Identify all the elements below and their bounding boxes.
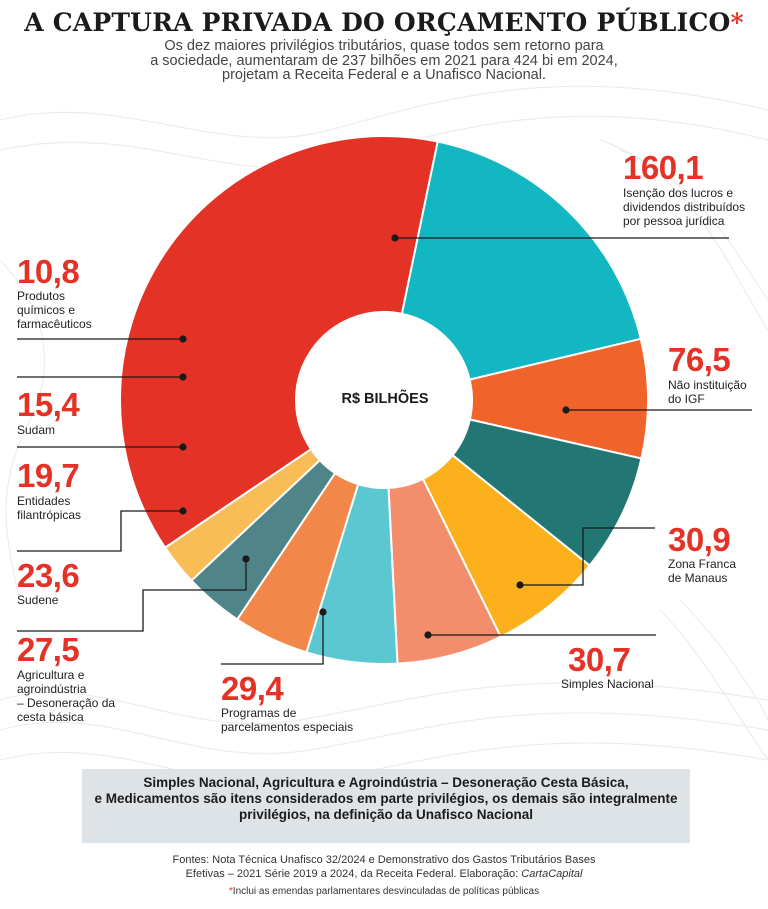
slice-value-label: 30,7 (568, 641, 631, 678)
slice-value-label: 30,9 (668, 521, 731, 558)
leader-line (221, 612, 324, 665)
leader-dot (179, 507, 187, 515)
donut-hole (296, 312, 472, 488)
slice-value-label: 27,5 (17, 631, 80, 668)
sources-line: Fontes: Nota Técnica Unafisco 32/2024 e … (172, 854, 596, 866)
label-line: de Manaus (668, 571, 728, 585)
label-line: químicos e (17, 303, 76, 317)
label-line: filantrópicas (17, 508, 82, 522)
label-line: parcelamentos especiais (221, 720, 354, 734)
note-line: e Medicamentos são itens considerados em… (94, 791, 678, 806)
leader-dot (391, 234, 399, 242)
footnote: *Inclui as emendas parlamentares desvinc… (228, 886, 540, 897)
leader-line (520, 527, 655, 586)
label-line: agroindústria (17, 682, 87, 696)
sources: Fontes: Nota Técnica Unafisco 32/2024 e … (120, 853, 648, 881)
leader-dot (179, 373, 187, 381)
label-line: cesta básica (17, 710, 84, 724)
label-line: Agricultura e (17, 668, 85, 682)
slice-value-label: 29,4 (221, 670, 284, 707)
subtitle-line: a sociedade, aumentaram de 237 bilhões e… (150, 52, 618, 69)
label-line: – Desoneração da (17, 696, 116, 710)
label-line: Zona Franca (668, 557, 737, 571)
sources-credit: CartaCapital (521, 868, 583, 880)
label-line: Programas de (221, 706, 297, 720)
slice-value-label: 23,6 (17, 557, 80, 594)
note-text: Simples Nacional, Agricultura e Agroindú… (82, 775, 690, 823)
leader-dot (516, 581, 524, 589)
slice-value-label: 76,5 (668, 341, 731, 378)
leader-dot (562, 406, 570, 414)
slice-category-label: Simples Nacional (561, 677, 654, 691)
slice-category-label: Zona Franca de Manaus (668, 557, 736, 585)
note-line: privilégios, na definição da Unafisco Na… (238, 807, 534, 822)
chart-title: A CAPTURA PRIVADA DO ORÇAMENTO PÚBLICO* (24, 8, 744, 37)
center-label: R$ BILHÕES (341, 391, 429, 407)
slice-value-label: 15,4 (17, 386, 80, 423)
leader-dot (242, 555, 250, 563)
slice-value-label: 10,8 (17, 253, 80, 290)
slice-category-label: Produtos químicos e farmacêuticos (17, 289, 92, 331)
leader-dot (179, 335, 187, 343)
label-line: Produtos (17, 289, 66, 303)
slice-value-label: 160,1 (623, 149, 704, 186)
subtitle-line: Os dez maiores privilégios tributários, … (164, 38, 604, 54)
leader-dot (179, 443, 187, 451)
slice-category-label: Programas de parcelamentos especiais (221, 706, 353, 734)
label-line: Isenção dos lucros e (623, 186, 734, 200)
label-line: dividendos distribuídos (623, 200, 746, 214)
label-line: Entidades (17, 494, 71, 508)
subtitle-line: projetam a Receita Federal e a Unafisco … (222, 67, 546, 83)
slice-category-label: Não instituição do IGF (668, 378, 747, 406)
chart-subtitle: Os dez maiores privilégios tributários, … (120, 39, 648, 83)
slice-category-label: Sudam (17, 423, 55, 437)
label-line: por pessoa jurídica (623, 214, 725, 228)
slice-category-label: Sudene (17, 593, 58, 607)
leader-line (17, 559, 247, 632)
label-line: Sudene (17, 593, 59, 607)
leader-dot (319, 608, 327, 616)
note-box (82, 769, 690, 843)
leader-dot (424, 631, 432, 639)
slice-category-label: Isenção dos lucros e dividendos distribu… (623, 186, 745, 228)
sources-line: Efetivas – 2021 Série 2019 a 2024, da Re… (185, 868, 583, 880)
note-line: Simples Nacional, Agricultura e Agroindú… (143, 775, 629, 790)
label-line: Sudam (17, 423, 56, 437)
slice-category-label: Entidades filantrópicas (17, 494, 81, 522)
leader-line (17, 510, 183, 552)
label-line: Simples Nacional (561, 677, 654, 691)
label-line: Não instituição (668, 378, 747, 392)
slice-value-label: 19,7 (17, 457, 80, 494)
label-line: do IGF (668, 392, 705, 406)
donut-slice (400, 140, 643, 381)
slice-category-label: Agricultura e agroindústria – Desoneraçã… (17, 668, 115, 724)
label-line: farmacêuticos (17, 317, 92, 331)
